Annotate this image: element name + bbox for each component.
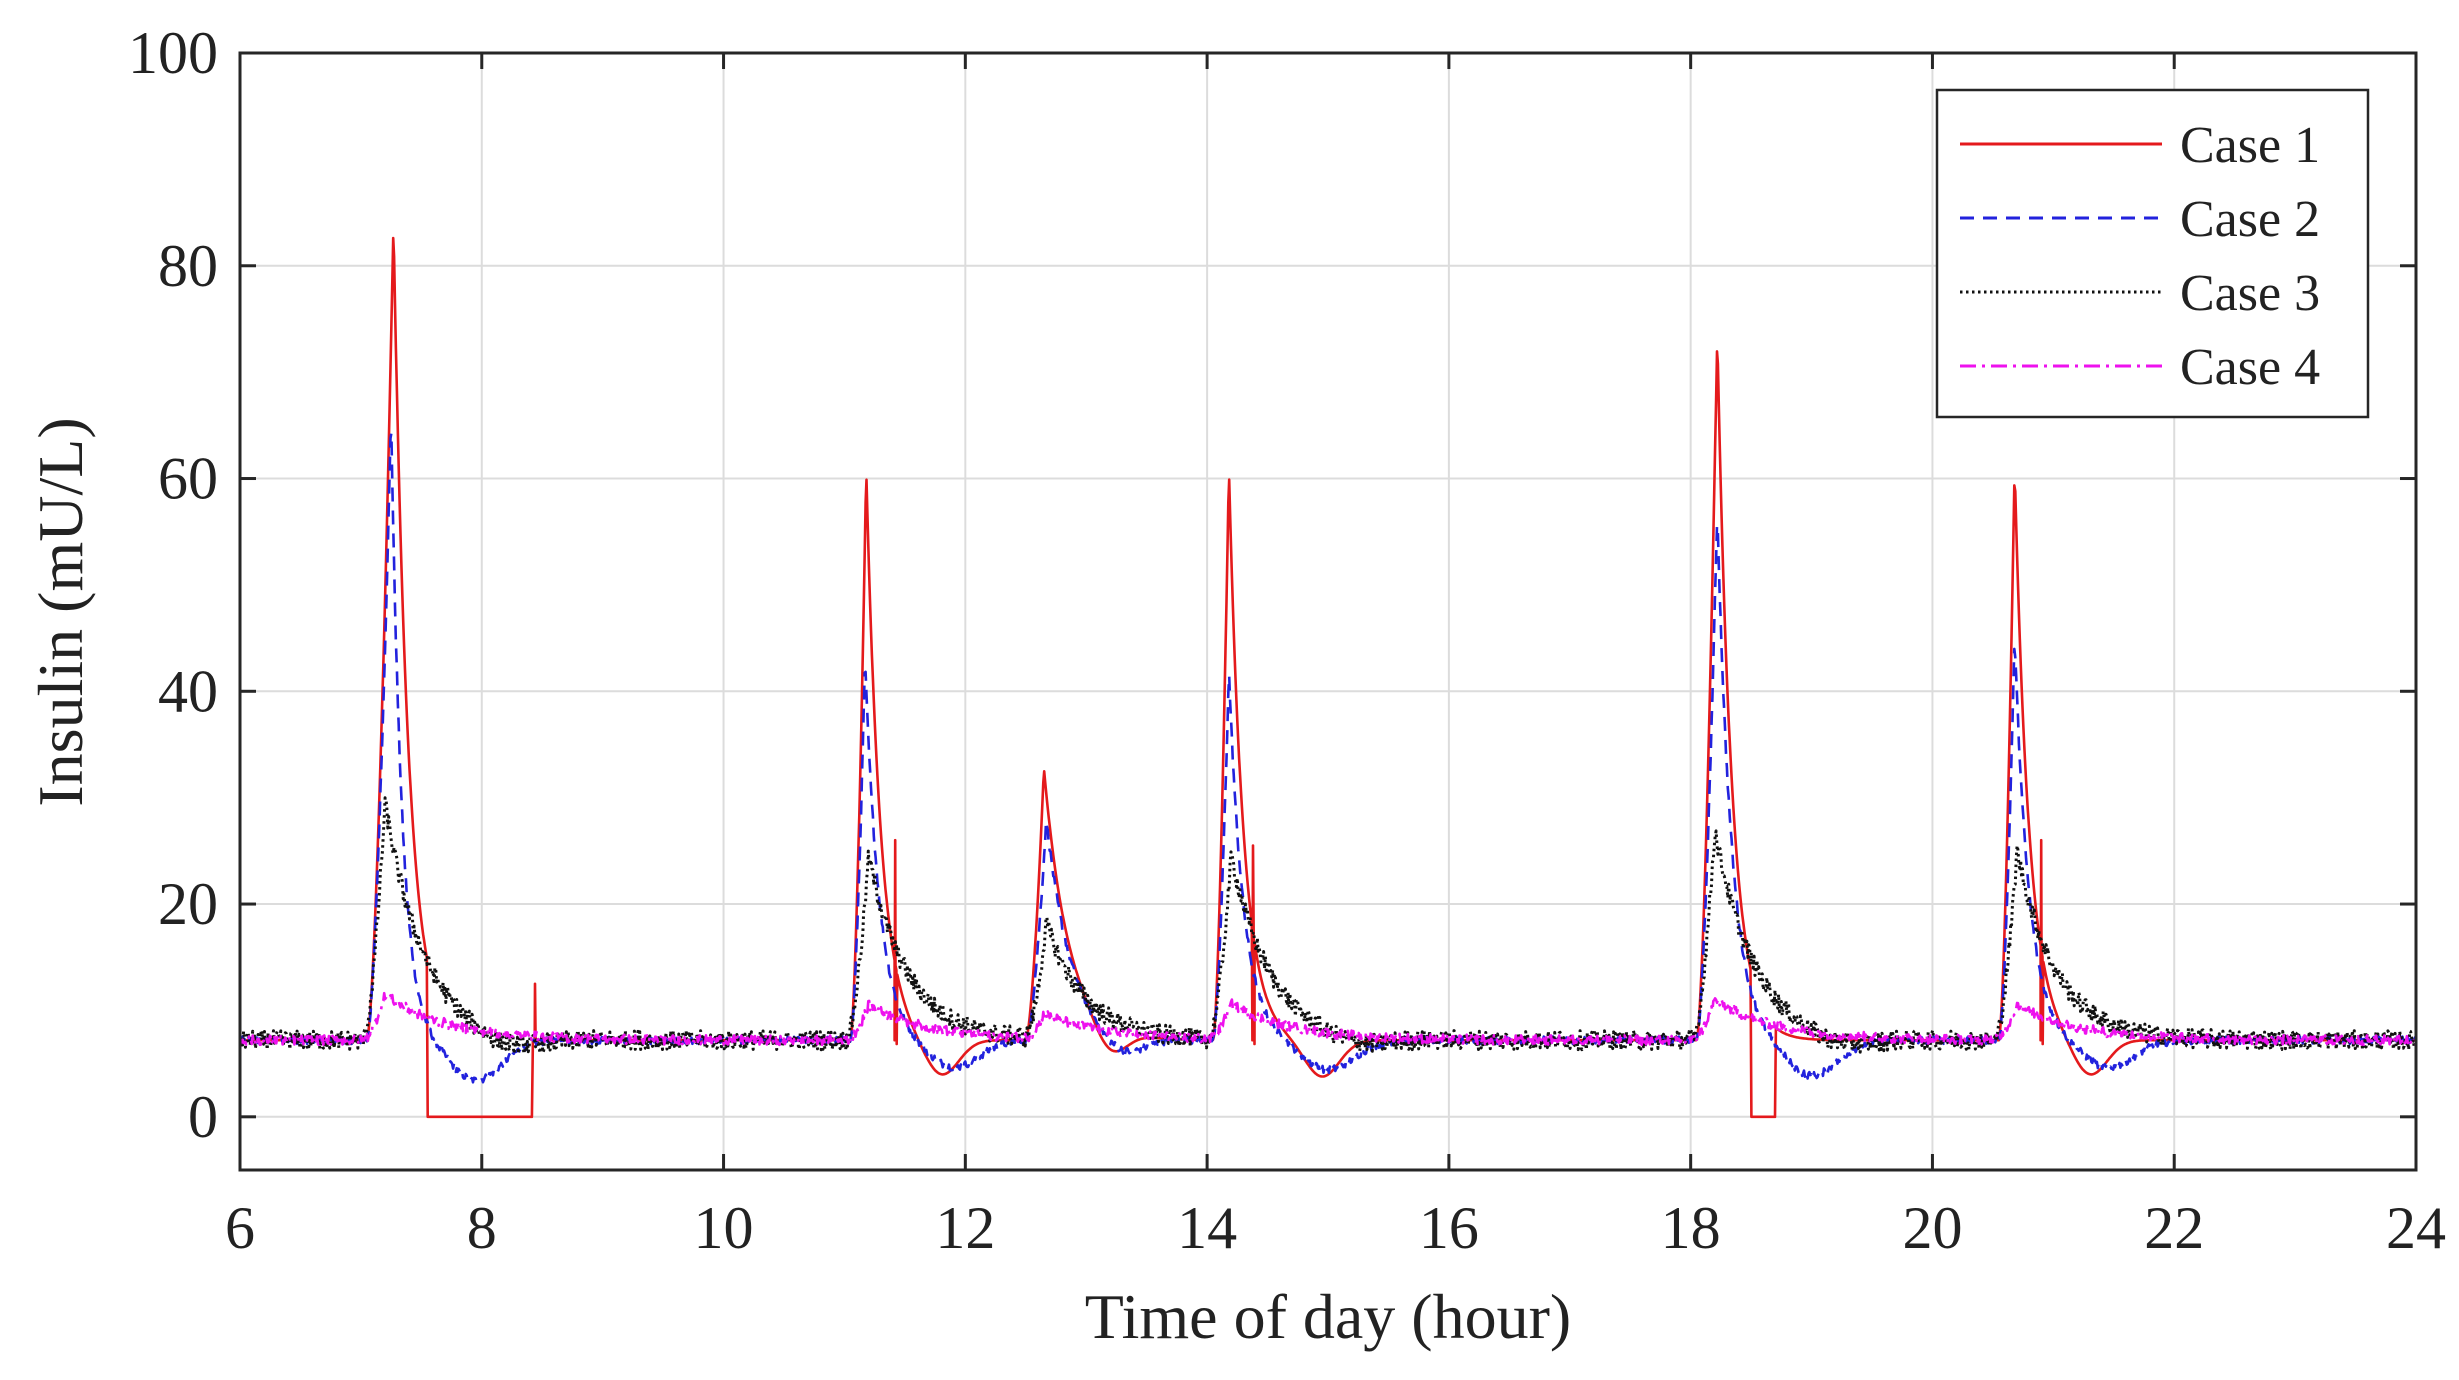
x-tick-label: 20: [1902, 1195, 1962, 1261]
y-tick-label: 20: [158, 871, 218, 937]
x-tick-label: 22: [2144, 1195, 2204, 1261]
series-line-case-4: [238, 991, 2417, 1047]
y-tick-label: 0: [188, 1084, 218, 1150]
legend-label-case-1: Case 1: [2180, 117, 2320, 174]
x-tick-label: 8: [467, 1195, 497, 1261]
y-axis-label: Insulin (mU/L): [25, 417, 96, 806]
series-lines: [238, 236, 2418, 1119]
x-tick-label: 10: [694, 1195, 754, 1261]
legend-label-case-3: Case 3: [2180, 265, 2320, 322]
x-tick-label: 14: [1177, 1195, 1237, 1261]
legend: Case 1 Case 2 Case 3 Case 4: [1935, 88, 2370, 419]
plot-frame: [238, 51, 2418, 1172]
x-tick-label: 24: [2386, 1195, 2446, 1261]
x-axis-label: Time of day (hour): [1085, 1281, 1571, 1352]
x-tick-label: 12: [935, 1195, 995, 1261]
y-tick-label: 60: [158, 446, 218, 512]
x-tick-label: 18: [1661, 1195, 1721, 1261]
x-tick-label: 6: [225, 1195, 255, 1261]
legend-label-case-2: Case 2: [2180, 191, 2320, 248]
legend-label-case-4: Case 4: [2180, 339, 2320, 396]
axis-ticks: 6 8 10 12 14 16 18 20 22 24 0 20 40 60 80 100: [128, 20, 2446, 1261]
x-tick-label: 16: [1419, 1195, 1479, 1261]
y-tick-label: 40: [158, 658, 218, 724]
y-tick-label: 100: [128, 20, 218, 86]
y-tick-label: 80: [158, 233, 218, 299]
